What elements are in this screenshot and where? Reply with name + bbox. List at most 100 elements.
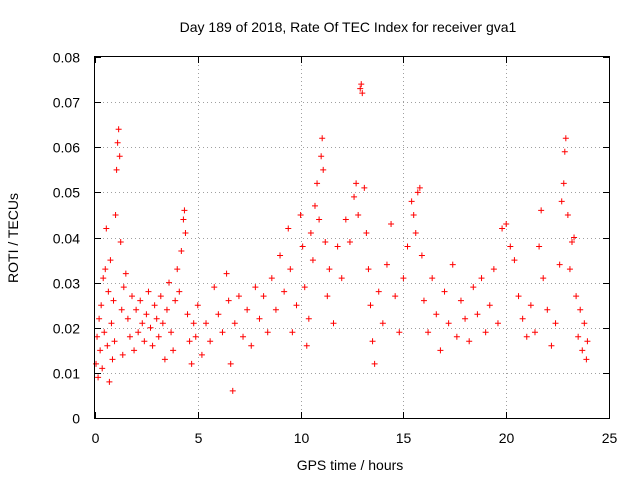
data-point: [301, 284, 308, 291]
y-tick-label: 0.06: [53, 140, 80, 156]
data-point: [181, 207, 188, 214]
data-point: [117, 239, 124, 246]
data-point: [244, 306, 251, 313]
data-point: [379, 320, 386, 327]
data-point: [102, 266, 109, 273]
data-point: [119, 351, 126, 358]
data-point: [225, 297, 232, 304]
data-point: [172, 297, 179, 304]
data-point: [511, 257, 518, 264]
data-point: [97, 347, 104, 354]
data-point: [404, 243, 411, 250]
data-point: [566, 266, 573, 273]
data-point: [577, 306, 584, 313]
data-point: [111, 338, 118, 345]
data-point: [223, 270, 230, 277]
data-point: [319, 135, 326, 142]
data-point: [575, 333, 582, 340]
data-point: [305, 315, 312, 322]
data-point: [425, 329, 432, 336]
data-point: [414, 189, 421, 196]
data-point: [552, 320, 559, 327]
x-tick-labels: 0 5 10 15 20 25: [92, 430, 618, 446]
data-point: [190, 320, 197, 327]
data-point: [314, 180, 321, 187]
data-point: [363, 229, 370, 236]
data-point: [318, 153, 325, 160]
y-tick-labels: 0 0.01 0.02 0.03 0.04 0.05 0.06 0.07 0.08: [53, 50, 80, 427]
plot-frame: [94, 56, 610, 419]
data-point: [143, 311, 150, 318]
data-point: [207, 338, 214, 345]
x-tick-label: 0: [92, 430, 100, 446]
chart-title: Day 189 of 2018, Rate Of TEC Index for r…: [180, 19, 517, 35]
data-point: [229, 387, 236, 394]
data-point: [184, 311, 191, 318]
x-tick-label: 5: [195, 430, 203, 446]
data-point: [133, 306, 140, 313]
data-point: [441, 288, 448, 295]
data-point: [180, 216, 187, 223]
data-point: [392, 293, 399, 300]
data-point: [100, 275, 107, 282]
data-point: [277, 252, 284, 259]
data-point: [338, 275, 345, 282]
data-point: [462, 315, 469, 322]
data-point: [248, 342, 255, 349]
data-point: [215, 311, 222, 318]
data-point: [320, 166, 327, 173]
data-point: [95, 374, 102, 381]
data-point: [494, 320, 501, 327]
data-point: [420, 297, 427, 304]
data-point: [355, 211, 362, 218]
data-point: [429, 275, 436, 282]
data-point: [579, 347, 586, 354]
data-point: [416, 184, 423, 191]
data-point: [289, 329, 296, 336]
data-point: [342, 216, 349, 223]
data-point: [523, 333, 530, 340]
data-point: [449, 261, 456, 268]
data-point: [474, 311, 481, 318]
data-point: [106, 378, 113, 385]
data-point: [147, 324, 154, 331]
data-point: [408, 198, 415, 205]
data-point: [437, 347, 444, 354]
data-point: [358, 81, 365, 88]
data-point: [503, 220, 510, 227]
data-point: [311, 202, 318, 209]
data-point: [203, 320, 210, 327]
data-point: [361, 184, 368, 191]
data-point: [114, 139, 121, 146]
x-tick-label: 15: [396, 430, 412, 446]
data-point: [383, 261, 390, 268]
data-point: [558, 198, 565, 205]
data-point: [571, 234, 578, 241]
data-point: [573, 293, 580, 300]
data-point: [170, 347, 177, 354]
data-point: [365, 266, 372, 273]
data-point: [466, 338, 473, 345]
data-point: [126, 333, 133, 340]
data-point: [410, 211, 417, 218]
data-point: [540, 275, 547, 282]
data-point: [581, 320, 588, 327]
data-point: [235, 293, 242, 300]
data-point: [120, 284, 127, 291]
data-point: [293, 302, 300, 309]
data-point: [507, 243, 514, 250]
data-point: [122, 270, 129, 277]
data-point: [499, 225, 506, 232]
data-point: [351, 193, 358, 200]
data-point: [445, 320, 452, 327]
data-point: [470, 284, 477, 291]
data-point: [188, 360, 195, 367]
data-point: [272, 306, 279, 313]
data-point: [240, 333, 247, 340]
grid-lines: [95, 57, 609, 418]
data-point: [157, 293, 164, 300]
data-point: [515, 293, 522, 300]
data-point: [322, 239, 329, 246]
data-point: [145, 288, 152, 295]
data-point: [281, 288, 288, 295]
